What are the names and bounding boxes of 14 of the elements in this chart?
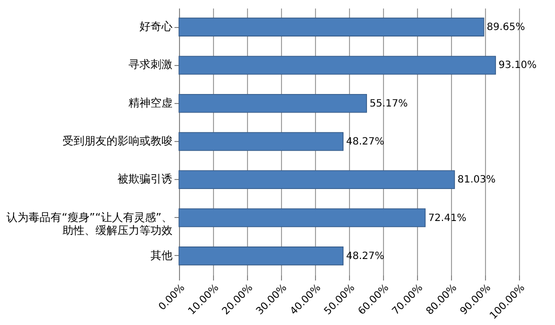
data-label: 89.65% [486, 22, 525, 34]
data-label: 72.41% [428, 212, 466, 224]
y-tick-label: 其他 [150, 248, 172, 262]
y-tick-label: 受到朋友的影响或教唆 [62, 134, 172, 148]
data-label: 55.17% [370, 98, 408, 110]
y-tick-label: 认为毒品有“瘦身”“让人有灵感”、助性、缓解压力等功效 [6, 210, 172, 237]
y-tick-label: 被欺骗引诱 [118, 172, 172, 186]
data-label: 93.10% [498, 60, 537, 72]
data-label: 81.03% [458, 174, 496, 186]
data-label: 48.27% [346, 250, 384, 262]
y-tick-label: 寻求刺激 [128, 58, 172, 72]
y-tick-label: 好奇心 [140, 20, 172, 34]
y-tick-label: 精神空虚 [128, 96, 172, 110]
data-label: 48.27% [346, 136, 384, 148]
